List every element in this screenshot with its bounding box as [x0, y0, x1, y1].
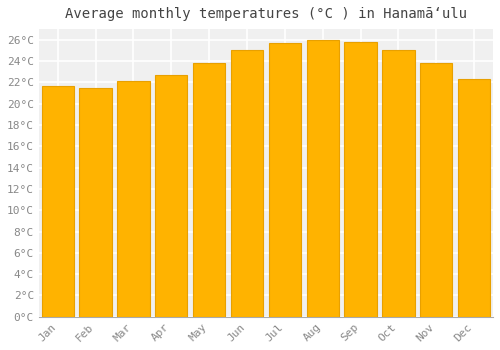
Bar	[306, 40, 339, 317]
Bar	[231, 50, 263, 317]
Bar	[80, 88, 112, 317]
Bar	[420, 63, 452, 317]
Bar	[42, 85, 74, 317]
Bar	[344, 42, 376, 317]
Bar	[458, 79, 490, 317]
Bar	[269, 43, 301, 317]
Title: Average monthly temperatures (°C ) in Hanamāʻulu: Average monthly temperatures (°C ) in Ha…	[65, 7, 467, 21]
Bar	[382, 50, 414, 317]
Bar	[155, 75, 188, 317]
Bar	[193, 63, 225, 317]
Bar	[118, 81, 150, 317]
